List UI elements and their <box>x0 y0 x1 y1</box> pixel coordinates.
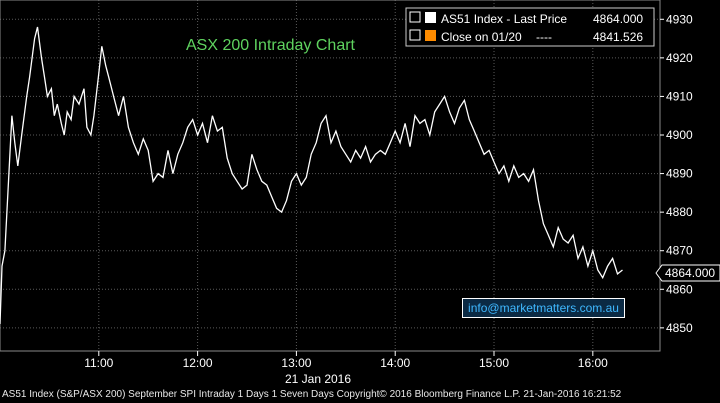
legend: AS51 Index - Last Price 4864.000 Close o… <box>405 7 655 47</box>
price-series <box>0 26 623 325</box>
last-price-marker: 4864.000 <box>655 264 720 282</box>
plot-frame <box>0 0 661 352</box>
y-tick-label: 4870 <box>666 244 693 258</box>
legend-swatch-last-price <box>425 12 436 23</box>
x-axis-label: 21 Jan 2016 <box>285 372 351 386</box>
y-tick-label: 4930 <box>666 12 693 26</box>
legend-dashes-close: ---- <box>536 30 552 44</box>
last-price-line <box>0 26 623 325</box>
legend-value-close: 4841.526 <box>593 30 643 44</box>
website-link[interactable]: info@marketmatters.com.au <box>462 298 625 318</box>
intraday-chart: ASX 200 Intraday Chart 11:00 12:00 13:00 14… <box>0 0 720 386</box>
y-tick-label: 4880 <box>666 205 693 219</box>
chart-title: ASX 200 Intraday Chart <box>186 37 356 54</box>
y-tick-label: 4900 <box>666 128 693 142</box>
y-tick-label: 4890 <box>666 167 693 181</box>
x-tick-label: 13:00 <box>281 356 311 370</box>
x-axis: 11:00 12:00 13:00 14:00 15:00 16:00 <box>84 351 608 370</box>
legend-swatch-close <box>425 30 436 41</box>
y-tick-label: 4910 <box>666 89 693 103</box>
footer-copyright: AS51 Index (S&P/ASX 200) September SPI I… <box>2 389 622 400</box>
x-tick-label: 11:00 <box>84 356 113 370</box>
x-tick-label: 16:00 <box>578 356 608 370</box>
y-axis: 4850 4860 4870 4880 4890 4900 4910 4920 4930 <box>660 12 693 335</box>
y-tick-label: 4850 <box>666 321 693 335</box>
last-price-label: 4864.000 <box>665 266 715 280</box>
x-tick-label: 15:00 <box>479 356 509 370</box>
legend-value-last-price: 4864.000 <box>593 12 643 26</box>
y-tick-label: 4920 <box>666 51 693 65</box>
y-tick-label: 4860 <box>666 282 693 296</box>
legend-label-close: Close on 01/20 <box>441 30 522 44</box>
x-tick-label: 12:00 <box>183 356 213 370</box>
x-tick-label: 14:00 <box>380 356 410 370</box>
legend-label-last-price: AS51 Index - Last Price <box>441 12 567 26</box>
